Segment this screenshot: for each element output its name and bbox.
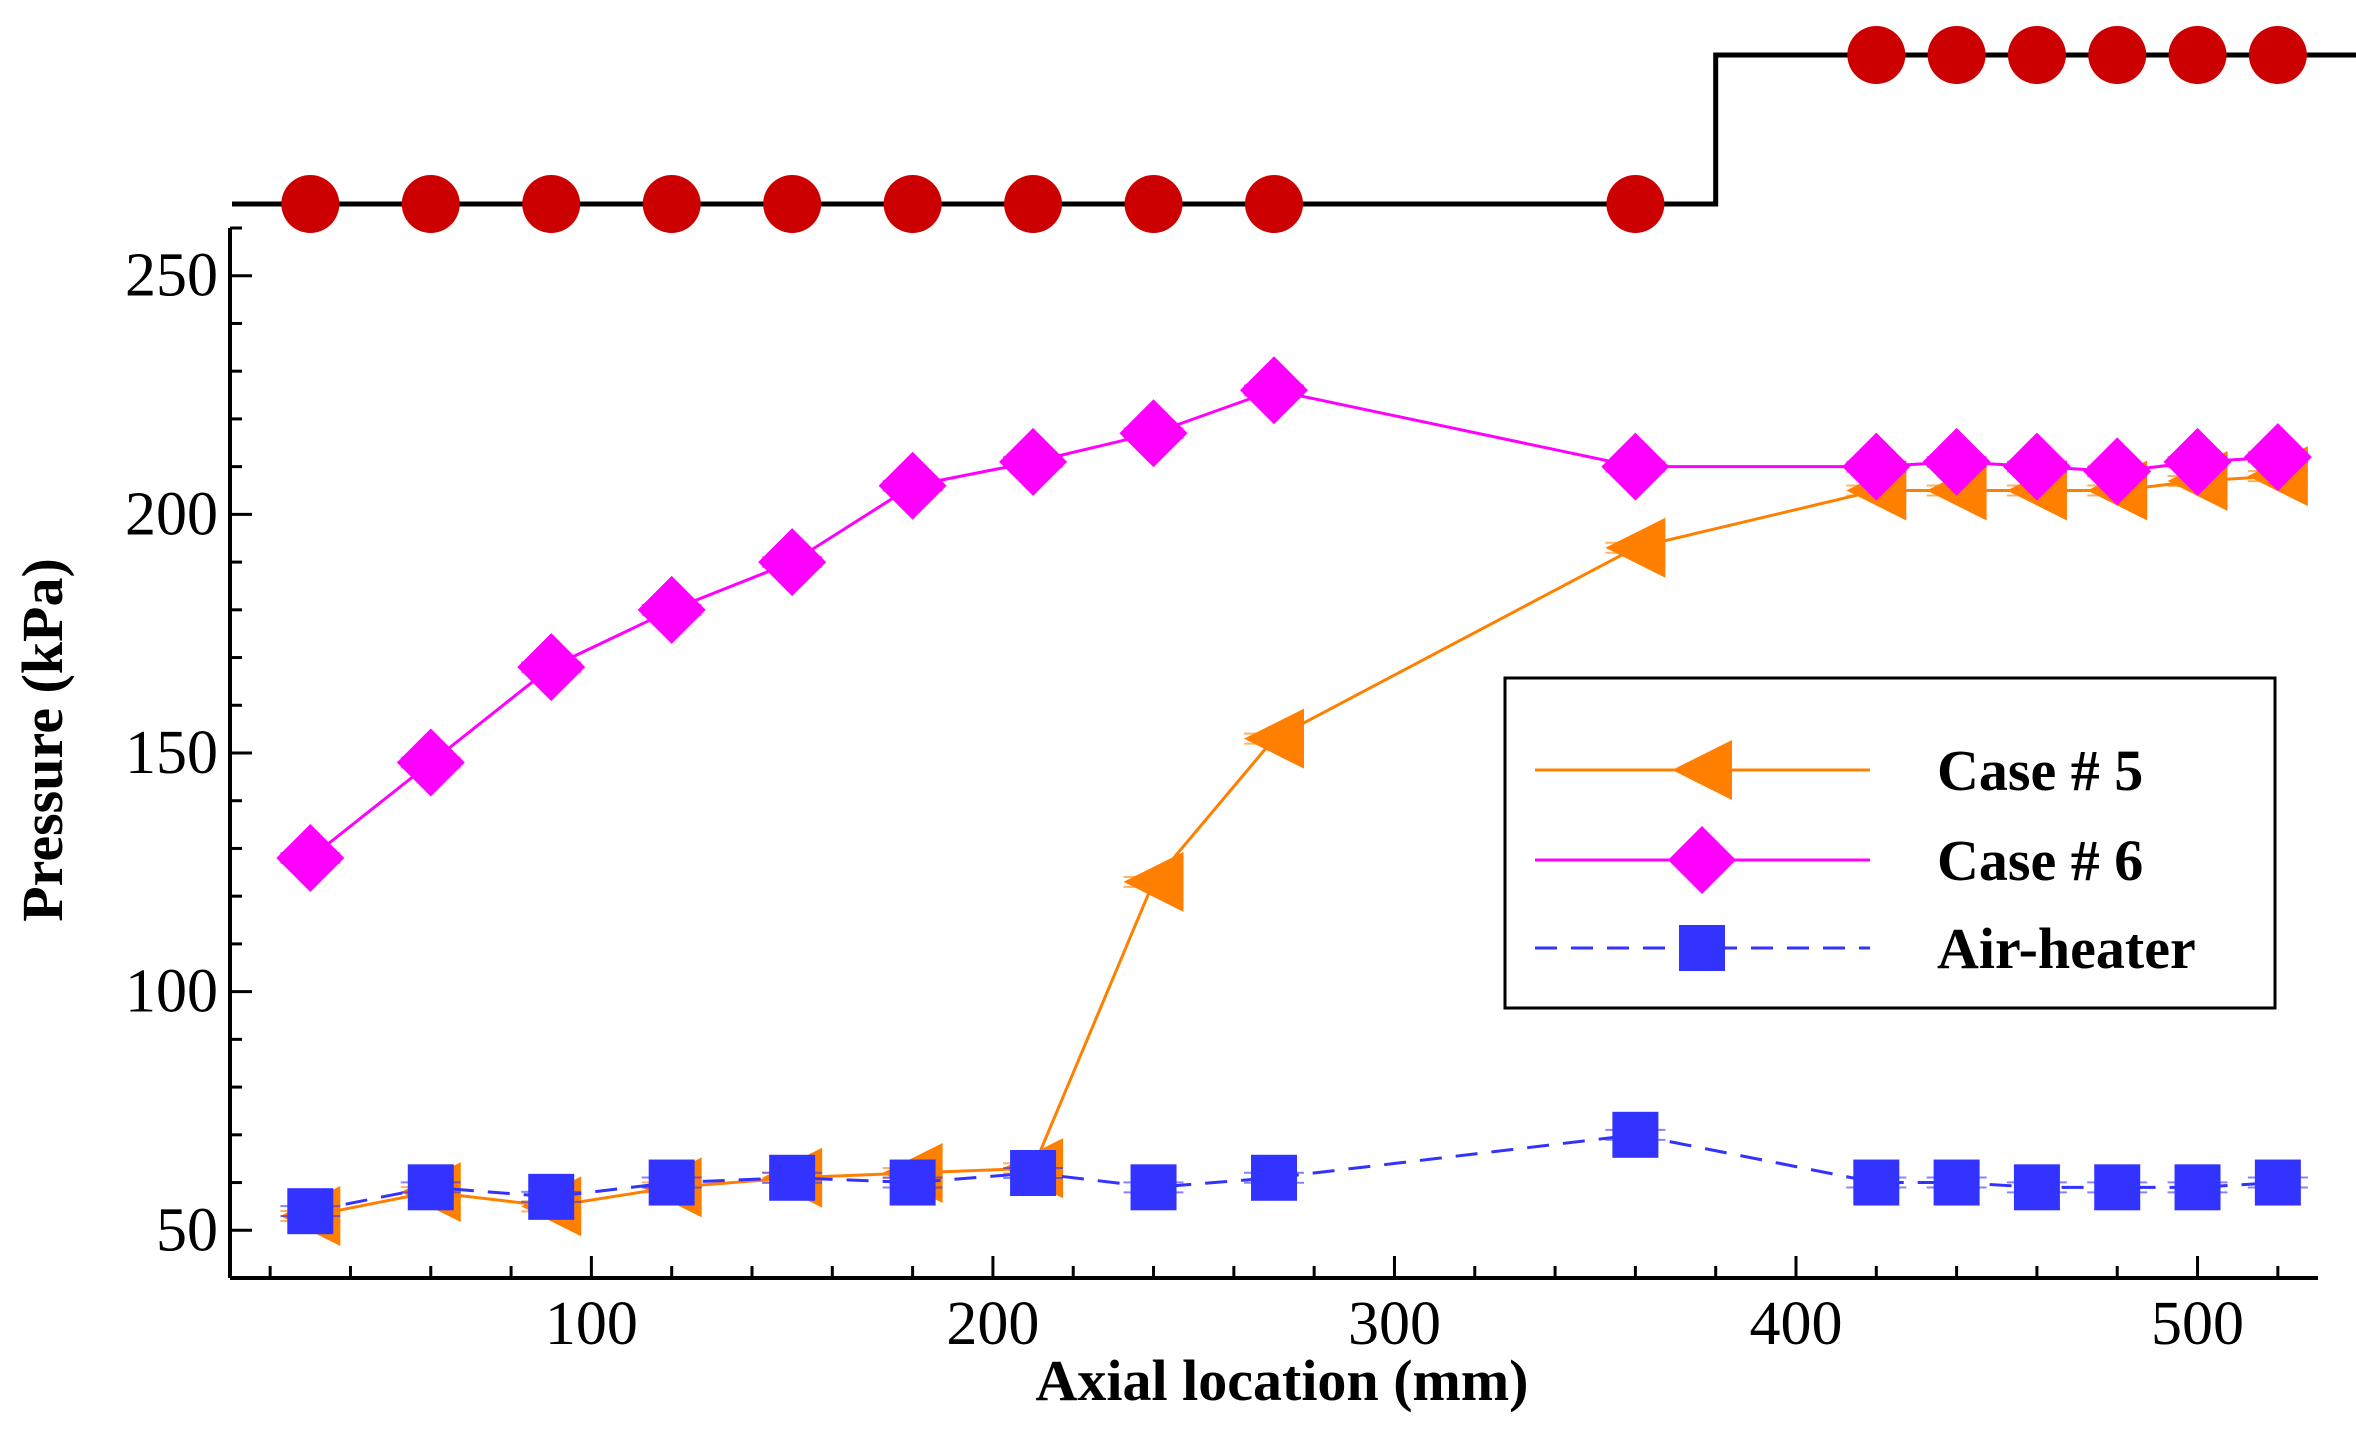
- data-point: [396, 728, 465, 797]
- legend-box: [1503, 676, 2277, 1010]
- port-marker: [281, 175, 340, 233]
- data-point: [1244, 708, 1304, 769]
- legend-label: Air-heater: [1937, 916, 2196, 981]
- x-tick-label: 500: [2151, 1290, 2244, 1358]
- legend-marker: [1679, 925, 1725, 971]
- port-marker: [1004, 175, 1063, 233]
- data-point: [1251, 1154, 1297, 1201]
- data-point: [878, 451, 947, 520]
- port-marker: [1847, 26, 1906, 84]
- port-marker: [1927, 26, 1986, 84]
- legend-item: Case # 6: [1535, 826, 2143, 894]
- legend-marker: [1672, 740, 1732, 800]
- x-tick-label: 400: [1750, 1290, 1843, 1358]
- legend-label: Case # 5: [1937, 738, 2143, 803]
- data-point: [276, 824, 345, 892]
- legend-item: Case # 5: [1535, 738, 2143, 803]
- data-point: [1601, 432, 1670, 501]
- y-tick-label: 150: [125, 719, 218, 787]
- data-point: [1853, 1159, 1900, 1206]
- data-point: [758, 528, 827, 597]
- data-point: [1922, 427, 1991, 496]
- port-marker: [763, 175, 822, 233]
- port-marker: [2248, 26, 2307, 84]
- data-point: [1842, 432, 1911, 501]
- data-point: [999, 427, 1068, 496]
- port-marker: [1124, 175, 1183, 233]
- ticks: 100 200 300 400 500 50 100 150 200 250: [125, 226, 2280, 1358]
- series: [276, 356, 2312, 1246]
- legend-marker: [1668, 826, 1736, 894]
- port-marker: [401, 175, 460, 233]
- y-axis-title: Pressure (kPa): [10, 558, 75, 922]
- series-case-6: [276, 356, 2312, 892]
- x-axis-title: Axial location (mm): [1036, 1348, 1529, 1413]
- y-tick-label: 250: [125, 242, 218, 310]
- legend-item: Air-heater: [1535, 916, 2196, 981]
- data-point: [889, 1159, 936, 1206]
- legend-label: Case # 6: [1937, 828, 2143, 893]
- port-marker: [1606, 175, 1665, 233]
- y-tick-label: 200: [125, 480, 218, 548]
- y-tick-label: 50: [156, 1196, 218, 1264]
- data-point: [1612, 1111, 1659, 1158]
- geometry-profile: [232, 26, 2356, 233]
- data-point: [1240, 356, 1308, 425]
- data-point: [1605, 517, 1666, 578]
- series-line: [309, 388, 2278, 860]
- legend: Case # 5 Case # 6 Air-heater: [1503, 676, 2277, 1010]
- x-tick-label: 100: [545, 1290, 638, 1358]
- port-marker: [642, 175, 701, 233]
- data-point: [2083, 437, 2152, 506]
- data-point: [407, 1164, 454, 1211]
- data-point: [1933, 1159, 1980, 1206]
- data-point: [769, 1154, 816, 1201]
- x-tick-label: 200: [946, 1290, 1039, 1358]
- series-line: [310, 474, 2278, 1218]
- port-marker: [2168, 26, 2227, 84]
- data-point: [1130, 1164, 1177, 1211]
- data-point: [2163, 427, 2232, 496]
- data-point: [1010, 1150, 1057, 1196]
- data-point: [287, 1188, 334, 1235]
- data-point: [2174, 1164, 2221, 1211]
- data-point: [1119, 399, 1188, 468]
- port-marker: [2088, 26, 2147, 84]
- data-point: [2243, 423, 2312, 492]
- data-point: [2002, 432, 2071, 501]
- data-point: [2013, 1164, 2060, 1211]
- port-marker: [2007, 26, 2066, 84]
- data-point: [2094, 1164, 2141, 1211]
- x-tick-label: 300: [1348, 1290, 1441, 1358]
- data-point: [648, 1159, 695, 1206]
- data-point: [637, 575, 706, 644]
- data-point: [1123, 851, 1184, 912]
- port-marker: [1245, 175, 1303, 233]
- series-line: [310, 1133, 2278, 1213]
- series-air-heater: [280, 1111, 2308, 1235]
- data-point: [528, 1173, 575, 1220]
- port-marker: [522, 175, 581, 233]
- port-marker: [883, 175, 942, 233]
- data-point: [2254, 1159, 2301, 1206]
- y-tick-label: 100: [125, 958, 218, 1026]
- data-point: [517, 633, 586, 702]
